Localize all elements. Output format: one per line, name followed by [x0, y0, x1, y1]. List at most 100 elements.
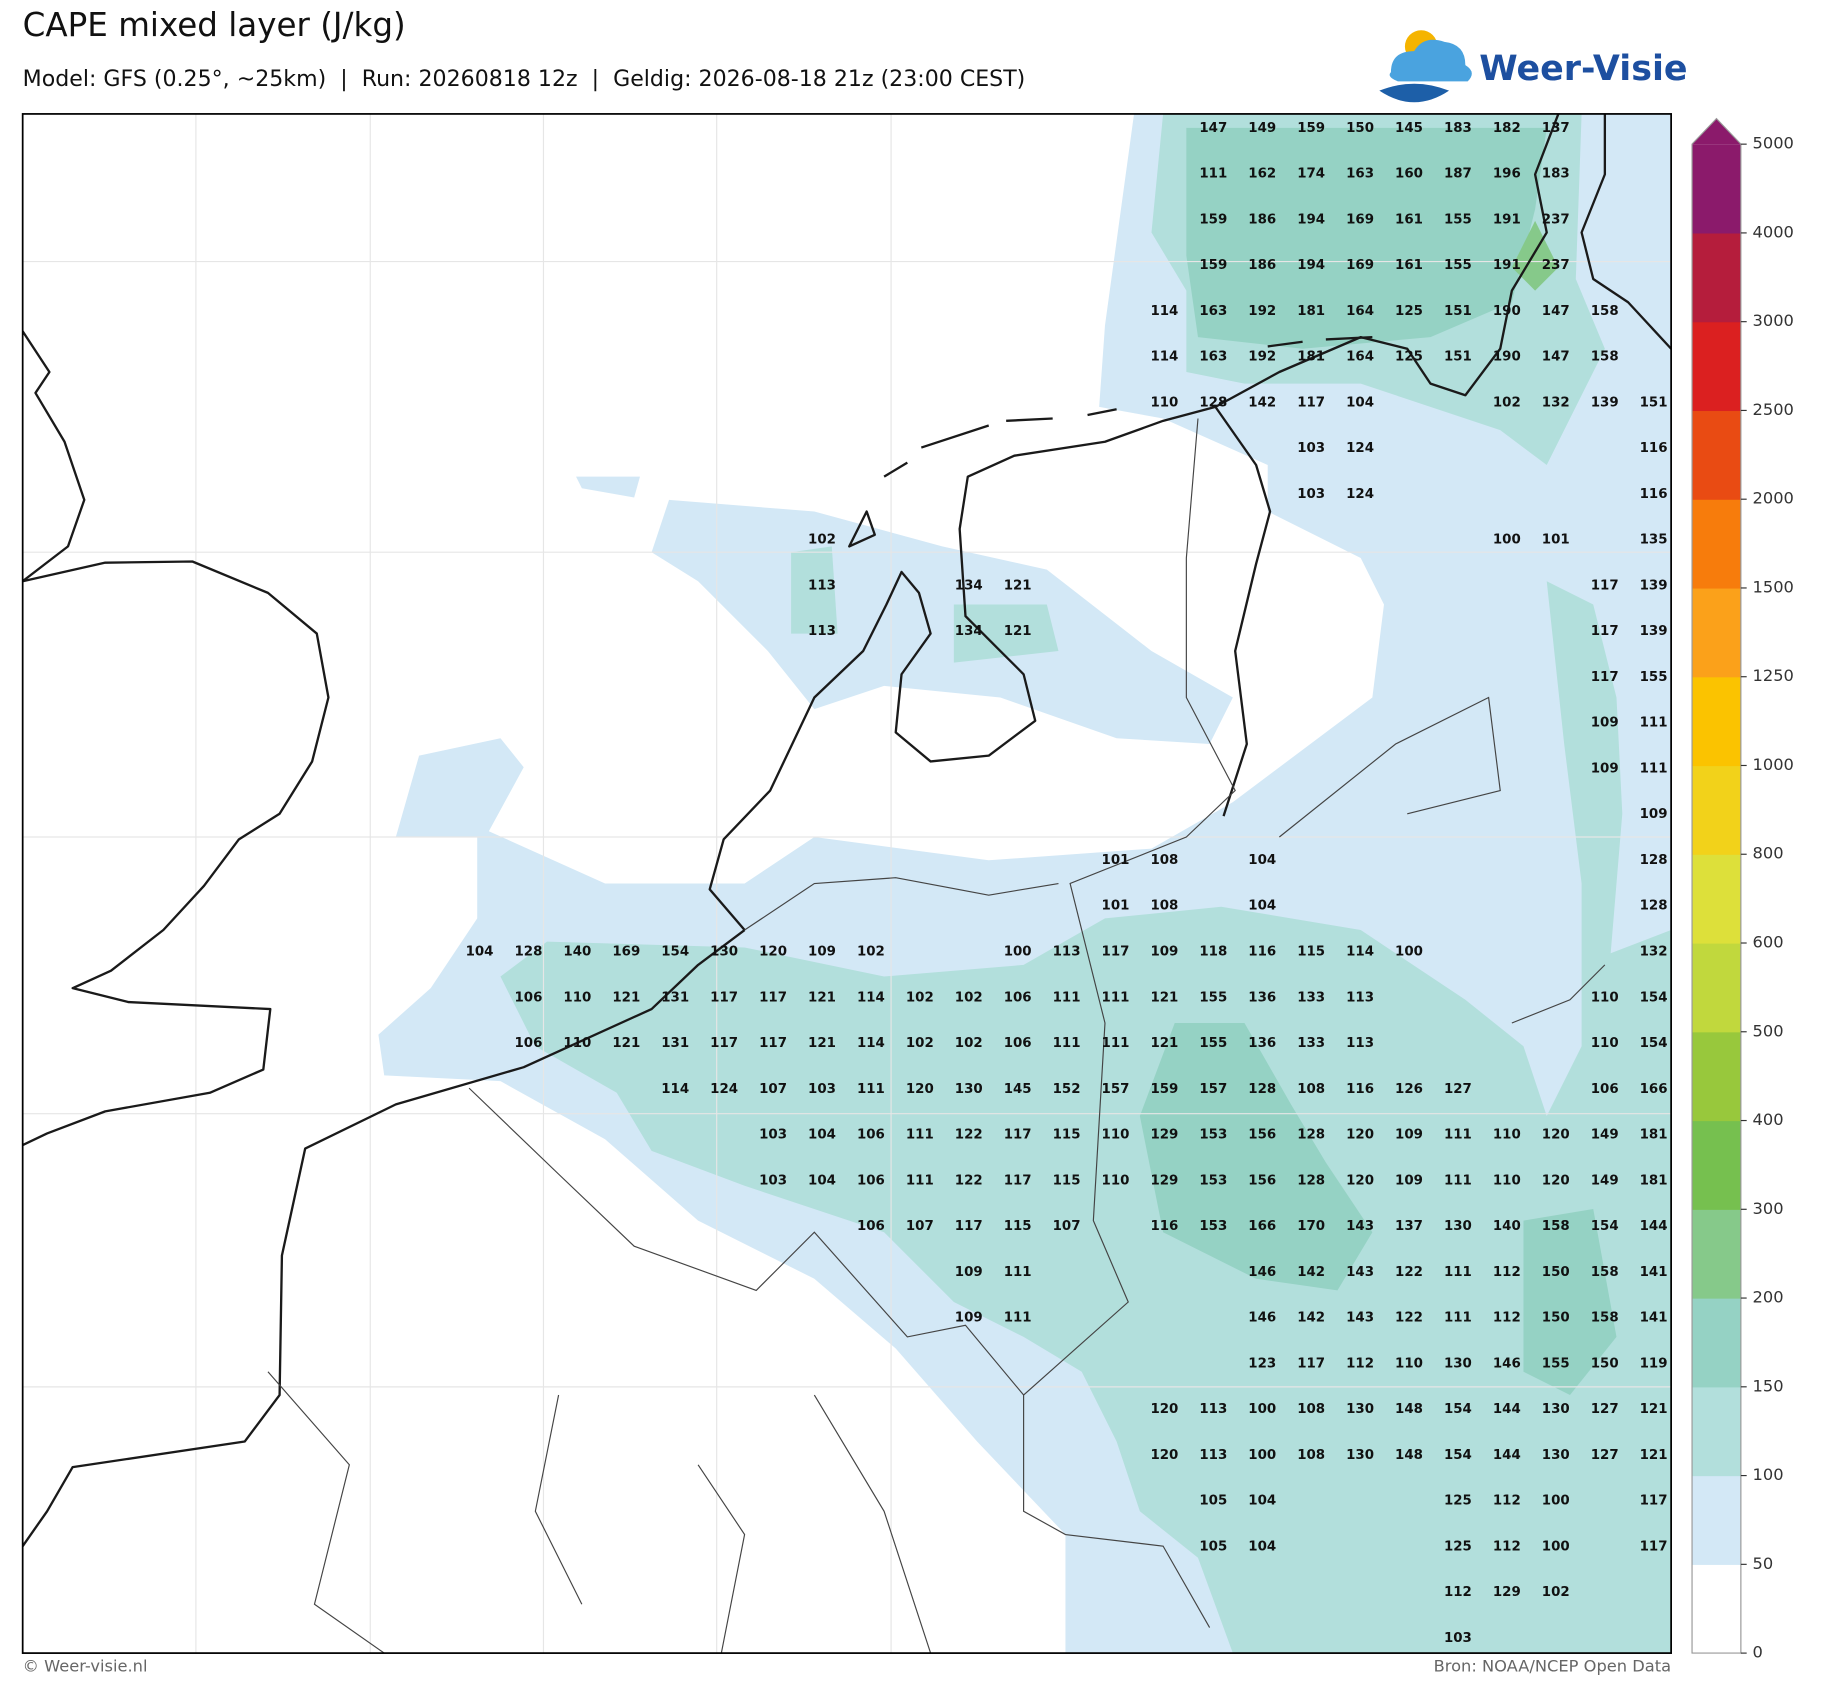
value-label: 100: [1542, 1539, 1570, 1554]
value-label: 121: [1150, 990, 1178, 1005]
value-label: 186: [1248, 212, 1276, 227]
logo-wave: [1379, 83, 1450, 103]
value-label: 143: [1346, 1311, 1374, 1326]
value-label: 100: [1493, 533, 1521, 548]
colorbar-tick-label: 800: [1753, 844, 1784, 863]
value-label: 117: [1102, 944, 1130, 959]
coastline: [1580, 113, 1672, 350]
value-label: 110: [1591, 1036, 1619, 1051]
value-label: 166: [1248, 1219, 1276, 1234]
value-label: 111: [1444, 1311, 1472, 1326]
value-label: 190: [1493, 304, 1521, 319]
value-label: 111: [1444, 1173, 1472, 1188]
value-label: 147: [1542, 350, 1570, 365]
value-label: 112: [1493, 1265, 1521, 1280]
value-label: 110: [563, 990, 591, 1005]
value-label: 148: [1395, 1448, 1423, 1463]
colorbar-segment: [1692, 321, 1741, 412]
value-label: 183: [1444, 121, 1472, 136]
value-label: 109: [955, 1311, 983, 1326]
colorbar-tick-label: 1000: [1753, 755, 1794, 774]
value-label: 121: [808, 990, 836, 1005]
value-label: 181: [1640, 1128, 1668, 1143]
value-label: 104: [1248, 899, 1276, 914]
colorbar-tick-label: 600: [1753, 933, 1784, 952]
value-label: 102: [1493, 395, 1521, 410]
colorbar-tick-label: 1250: [1753, 666, 1794, 685]
border: [744, 696, 1606, 1024]
value-label: 151: [1640, 395, 1668, 410]
value-label: 105: [1199, 1539, 1227, 1554]
value-label: 128: [1297, 1128, 1325, 1143]
value-label: 121: [1640, 1448, 1668, 1463]
value-label: 109: [1591, 761, 1619, 776]
value-label: 117: [710, 1036, 738, 1051]
colorbar-segment: [1692, 1120, 1741, 1210]
value-label: 100: [1395, 944, 1423, 959]
value-label: 139: [1640, 578, 1668, 593]
value-label: 191: [1493, 212, 1521, 227]
coastline: [708, 405, 1272, 931]
value-label: 150: [1346, 121, 1374, 136]
coastline: [22, 330, 86, 583]
value-label: 123: [1248, 1356, 1276, 1371]
value-label: 107: [759, 1082, 787, 1097]
value-label: 129: [1150, 1128, 1178, 1143]
value-label: 103: [759, 1128, 787, 1143]
colorbar-tick-label: 400: [1753, 1110, 1784, 1129]
colorbar-tick-label: 2500: [1753, 400, 1794, 419]
colorbar-segment: [1692, 765, 1741, 855]
value-label: 109: [808, 944, 836, 959]
colorbar-tick-label: 150: [1753, 1376, 1784, 1395]
value-label: 150: [1542, 1265, 1570, 1280]
value-label: 111: [906, 1173, 934, 1188]
subtitle: Model: GFS (0.25°, ~25km) | Run: 2026081…: [23, 67, 1026, 92]
value-label: 100: [1542, 1494, 1570, 1509]
value-label: 117: [1297, 395, 1325, 410]
value-label: 114: [857, 1036, 885, 1051]
value-label: 153: [1199, 1219, 1227, 1234]
value-label: 141: [1640, 1311, 1668, 1326]
value-label: 124: [1346, 441, 1374, 456]
value-label: 158: [1542, 1219, 1570, 1234]
colorbar-segment: [1692, 232, 1741, 323]
value-label: 182: [1493, 121, 1521, 136]
value-label: 113: [808, 578, 836, 593]
source: Bron: NOAA/NCEP Open Data: [1434, 1657, 1672, 1676]
value-label: 117: [1591, 624, 1619, 639]
value-label: 153: [1199, 1173, 1227, 1188]
value-label: 150: [1591, 1356, 1619, 1371]
value-label: 162: [1248, 167, 1276, 182]
title: CAPE mixed layer (J/kg): [23, 6, 406, 44]
value-label: 106: [857, 1219, 885, 1234]
value-label: 120: [906, 1082, 934, 1097]
value-label: 116: [1248, 944, 1276, 959]
value-label: 113: [1346, 990, 1374, 1005]
colorbar-segment: [1692, 1298, 1741, 1388]
value-label: 120: [759, 944, 787, 959]
value-label: 111: [1199, 167, 1227, 182]
value-label: 102: [906, 990, 934, 1005]
colorbar-segment: [1692, 1209, 1741, 1299]
value-label: 101: [1102, 899, 1130, 914]
value-label: 117: [1640, 1539, 1668, 1554]
value-label: 112: [1444, 1585, 1472, 1600]
value-label: 116: [1346, 1082, 1374, 1097]
colorbar-segment: [1692, 144, 1741, 234]
value-label: 111: [1444, 1265, 1472, 1280]
value-label: 111: [857, 1082, 885, 1097]
value-label: 113: [1053, 944, 1081, 959]
value-label: 116: [1640, 441, 1668, 456]
value-label: 120: [1542, 1128, 1570, 1143]
value-label: 142: [1297, 1265, 1325, 1280]
map-area: 147 149 159 150 145 183 182 137 111 162 174 163 160 1…: [22, 113, 1672, 1654]
value-label: 102: [808, 533, 836, 548]
value-label: 191: [1493, 258, 1521, 273]
colorbar-tick-label: 1500: [1753, 577, 1794, 596]
value-label: 136: [1248, 1036, 1276, 1051]
value-label: 116: [1640, 487, 1668, 502]
value-label: 169: [1346, 258, 1374, 273]
value-label: 169: [1346, 212, 1374, 227]
value-label: 125: [1444, 1494, 1472, 1509]
